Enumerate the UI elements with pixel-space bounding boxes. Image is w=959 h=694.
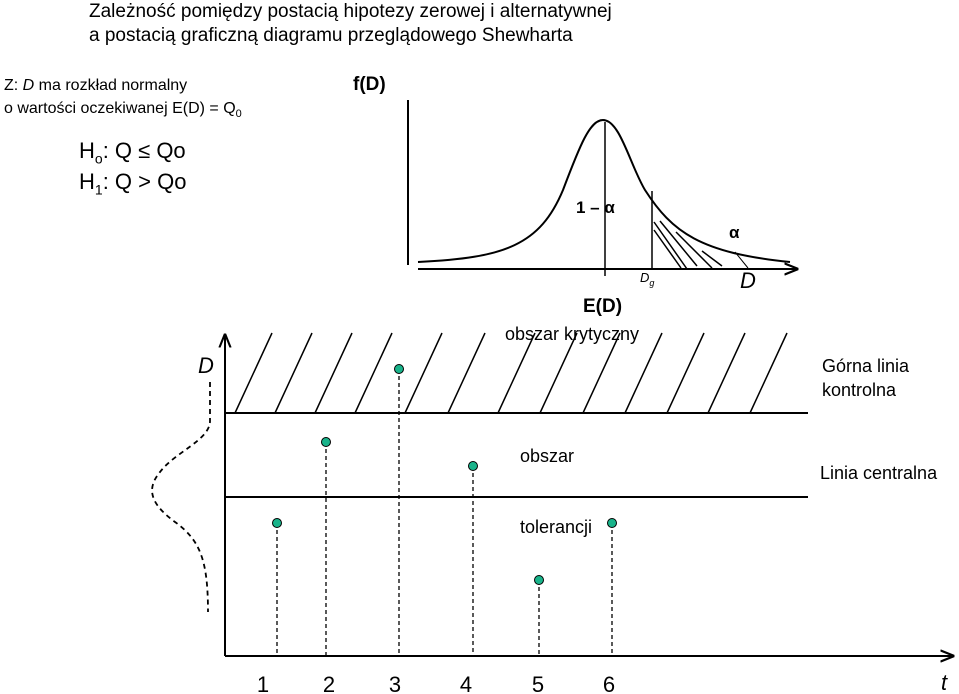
critical-region-label: obszar krytyczny	[505, 324, 639, 344]
chart-x-var: t	[941, 670, 948, 694]
tolerance-label-1: obszar	[520, 446, 574, 466]
h0-letter: H	[79, 138, 95, 163]
alpha-pointer	[734, 251, 749, 269]
density-plot: f(D) 1 – α α Dg D E(D) obszar krytyczny	[353, 74, 797, 344]
h0-condition: : Q ≤ Qo	[102, 138, 186, 163]
h1-subscript: 1	[94, 181, 103, 198]
sample-point-1	[272, 518, 282, 656]
sample-point-5	[534, 575, 544, 656]
sample-point-6	[607, 518, 617, 656]
sample-numbers: 1 2 3 4 5 6	[257, 672, 615, 694]
control-chart: D t Górna linia kontrolna Linia centraln…	[151, 332, 953, 694]
density-x-var: D	[740, 268, 756, 293]
sample-point-2	[321, 437, 331, 656]
center-line-label: Linia centralna	[820, 463, 938, 483]
assumption-variable: D	[22, 77, 35, 94]
critical-region-hatch	[653, 220, 723, 270]
h1-letter: H	[79, 169, 95, 194]
mean-label: E(D)	[583, 296, 622, 317]
critical-value-label: Dg	[640, 270, 654, 288]
sample-points	[272, 364, 617, 656]
sample-number-2: 2	[323, 672, 335, 694]
h1-condition: : Q > Qo	[102, 169, 187, 194]
sample-number-3: 3	[389, 672, 401, 694]
hypothesis-h0: Ho: Q ≤ Qo	[79, 137, 186, 172]
sample-number-6: 6	[603, 672, 615, 694]
upper-line-label-2: kontrolna	[822, 380, 897, 400]
sample-number-1: 1	[257, 672, 269, 694]
one-minus-alpha-label: 1 – α	[576, 198, 615, 217]
sample-point-4	[468, 461, 478, 656]
critical-value-sub: g	[649, 278, 654, 288]
assumption-subscript: 0	[235, 108, 242, 121]
alpha-label: α	[729, 223, 740, 242]
assumption-prefix: Z:	[4, 77, 23, 94]
title-line-2: a postacią graficzną diagramu przeglądow…	[89, 25, 573, 46]
tolerance-label-2: tolerancji	[520, 517, 592, 537]
upper-line-label-1: Górna linia	[822, 356, 910, 376]
assumption-line-1: Z: D ma rozkład normalny	[4, 76, 187, 96]
chart-y-var: D	[198, 353, 214, 378]
density-curve	[417, 118, 791, 263]
assumption-expected-value: o wartości oczekiwanej E(D) = Q	[4, 100, 236, 117]
sideways-distribution	[151, 382, 211, 613]
assumption-distribution: ma rozkład normalny	[34, 77, 188, 94]
sample-number-5: 5	[532, 672, 544, 694]
hypothesis-h1: H1: Q > Qo	[79, 168, 186, 203]
title-line-1: Zależność pomiędzy postacią hipotezy zer…	[89, 1, 612, 22]
h0-subscript: o	[94, 150, 103, 167]
sample-number-4: 4	[460, 672, 472, 694]
sample-point-3	[394, 364, 404, 656]
assumption-line-2: o wartości oczekiwanej E(D) = Q0	[4, 99, 242, 124]
upper-control-hatch	[234, 332, 788, 414]
density-y-label: f(D)	[353, 74, 386, 95]
critical-value-main: D	[640, 270, 649, 285]
